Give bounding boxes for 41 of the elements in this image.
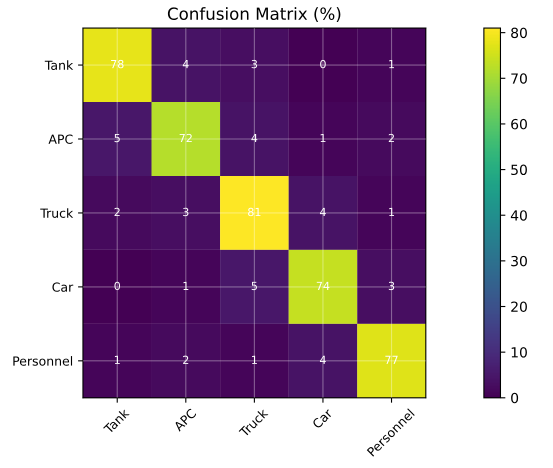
color-bar-label: 50 <box>511 164 527 176</box>
color-bar-label: 20 <box>511 301 527 312</box>
y-tick-label: Tank <box>44 60 74 70</box>
data-label: 1 <box>114 356 120 364</box>
data-label: 0 <box>320 60 326 68</box>
data-label: 1 <box>389 60 394 68</box>
data-label: 0 <box>114 282 120 290</box>
x-tick-label: Car <box>312 408 334 430</box>
y-tick-label: Truck <box>40 208 74 218</box>
y-tick-label: Personnel <box>13 356 72 366</box>
data-label: 2 <box>388 134 394 142</box>
data-label: 81 <box>248 208 260 216</box>
data-label: 74 <box>316 282 330 290</box>
color-bar-label: 40 <box>510 210 527 221</box>
data-label: 2 <box>183 356 188 364</box>
data-label: 4 <box>320 208 326 216</box>
data-label: 4 <box>182 60 189 68</box>
data-label: 5 <box>114 134 120 142</box>
color-bar-label: 60 <box>511 118 527 130</box>
data-label: 1 <box>252 356 257 364</box>
y-tick-label: Car <box>52 282 74 292</box>
color-bar-label: 70 <box>511 73 527 84</box>
data-label: 1 <box>183 282 188 290</box>
data-label: 1 <box>389 208 394 216</box>
data-label: 2 <box>114 208 120 216</box>
data-label: 78 <box>111 60 124 68</box>
data-label: 77 <box>385 356 398 364</box>
data-label: 4 <box>320 356 326 364</box>
data-label: 72 <box>180 134 192 142</box>
data-label: 4 <box>251 134 258 142</box>
color-bar-label: 80 <box>511 28 527 38</box>
data-label: 3 <box>388 282 394 290</box>
color-bar-label: 0 <box>511 392 518 404</box>
color-bar-label: 10 <box>512 347 527 358</box>
color-bar-label: 30 <box>511 256 527 266</box>
data-label: 5 <box>252 282 257 290</box>
data-label: 1 <box>320 134 326 142</box>
data-label: 3 <box>252 60 258 68</box>
y-tick-label: APC <box>48 134 73 144</box>
chart-title: Confusion Matrix (%) <box>168 7 340 22</box>
data-label: 3 <box>183 208 188 216</box>
